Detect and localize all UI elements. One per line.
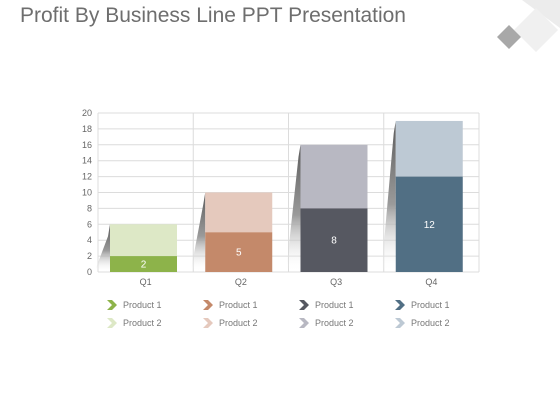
legend-item-product-2: Product 2 — [106, 314, 202, 332]
bar-product-1 — [110, 256, 177, 272]
page-title: Profit By Business Line PPT Presentation — [20, 4, 406, 27]
chevron-right-icon — [395, 300, 405, 310]
y-tick-label: 0 — [87, 267, 92, 277]
legend-group-q3: Product 1 Product 2 — [298, 296, 394, 332]
chevron-right-icon — [299, 300, 309, 310]
data-label: 8 — [331, 236, 337, 247]
y-tick-label: 12 — [82, 172, 92, 182]
data-label: 5 — [236, 248, 242, 259]
legend-label: Product 1 — [315, 300, 354, 310]
x-tick-label: Q4 — [425, 277, 437, 287]
bar-product-2 — [110, 224, 177, 257]
y-tick-label: 20 — [82, 108, 92, 118]
axes: 0 2 4 6 8 10 12 14 16 18 20 Q1 Q2 Q3 Q4 — [82, 108, 437, 287]
legend-item-product-1: Product 1 — [394, 296, 490, 314]
bar-shadows — [96, 120, 396, 272]
legend-label: Product 2 — [123, 318, 162, 328]
chevron-right-icon — [203, 300, 213, 310]
legend: Product 1 Product 2 Product 1 Product 2 … — [106, 296, 526, 336]
legend-item-product-1: Product 1 — [202, 296, 298, 314]
legend-item-product-2: Product 2 — [298, 314, 394, 332]
bar-product-2 — [205, 192, 273, 233]
bars: 2 5 8 12 — [110, 120, 463, 272]
y-tick-label: 6 — [87, 219, 92, 229]
legend-label: Product 2 — [315, 318, 354, 328]
legend-item-product-2: Product 2 — [202, 314, 298, 332]
chevron-right-icon — [107, 318, 117, 328]
bar-product-1 — [205, 232, 273, 272]
x-tick-label: Q1 — [140, 277, 152, 287]
legend-label: Product 2 — [219, 318, 258, 328]
legend-label: Product 2 — [411, 318, 450, 328]
legend-item-product-1: Product 1 — [106, 296, 202, 314]
legend-group-q2: Product 1 Product 2 — [202, 296, 298, 332]
y-tick-label: 4 — [87, 235, 92, 245]
x-tick-label: Q2 — [235, 277, 247, 287]
bar-shadow-wedge — [96, 224, 110, 272]
legend-label: Product 1 — [411, 300, 450, 310]
corner-diamond-mid — [514, 8, 558, 52]
chevron-right-icon — [299, 318, 309, 328]
legend-label: Product 1 — [219, 300, 258, 310]
y-tick-label: 14 — [82, 156, 92, 166]
data-label: 12 — [424, 220, 436, 231]
legend-label: Product 1 — [123, 300, 162, 310]
bar-product-1 — [395, 176, 463, 272]
x-tick-label: Q3 — [330, 277, 342, 287]
legend-group-q1: Product 1 Product 2 — [106, 296, 202, 332]
bar-product-2 — [300, 144, 368, 209]
chevron-right-icon — [395, 318, 405, 328]
y-tick-label: 16 — [82, 140, 92, 150]
y-tick-label: 8 — [87, 203, 92, 213]
bar-product-1 — [300, 208, 368, 272]
bar-product-2 — [395, 120, 463, 177]
chevron-right-icon — [107, 300, 117, 310]
y-tick-label: 10 — [82, 188, 92, 198]
corner-diamond-small — [497, 25, 521, 49]
bar-shadow-wedge — [381, 120, 396, 272]
y-tick-label: 18 — [82, 124, 92, 134]
legend-item-product-1: Product 1 — [298, 296, 394, 314]
legend-group-q4: Product 1 Product 2 — [394, 296, 490, 332]
bar-shadow-wedge — [286, 144, 301, 272]
data-label: 2 — [141, 260, 147, 271]
bar-shadow-wedge — [191, 192, 206, 272]
chevron-right-icon — [203, 318, 213, 328]
legend-item-product-2: Product 2 — [394, 314, 490, 332]
y-tick-label: 2 — [87, 251, 92, 261]
